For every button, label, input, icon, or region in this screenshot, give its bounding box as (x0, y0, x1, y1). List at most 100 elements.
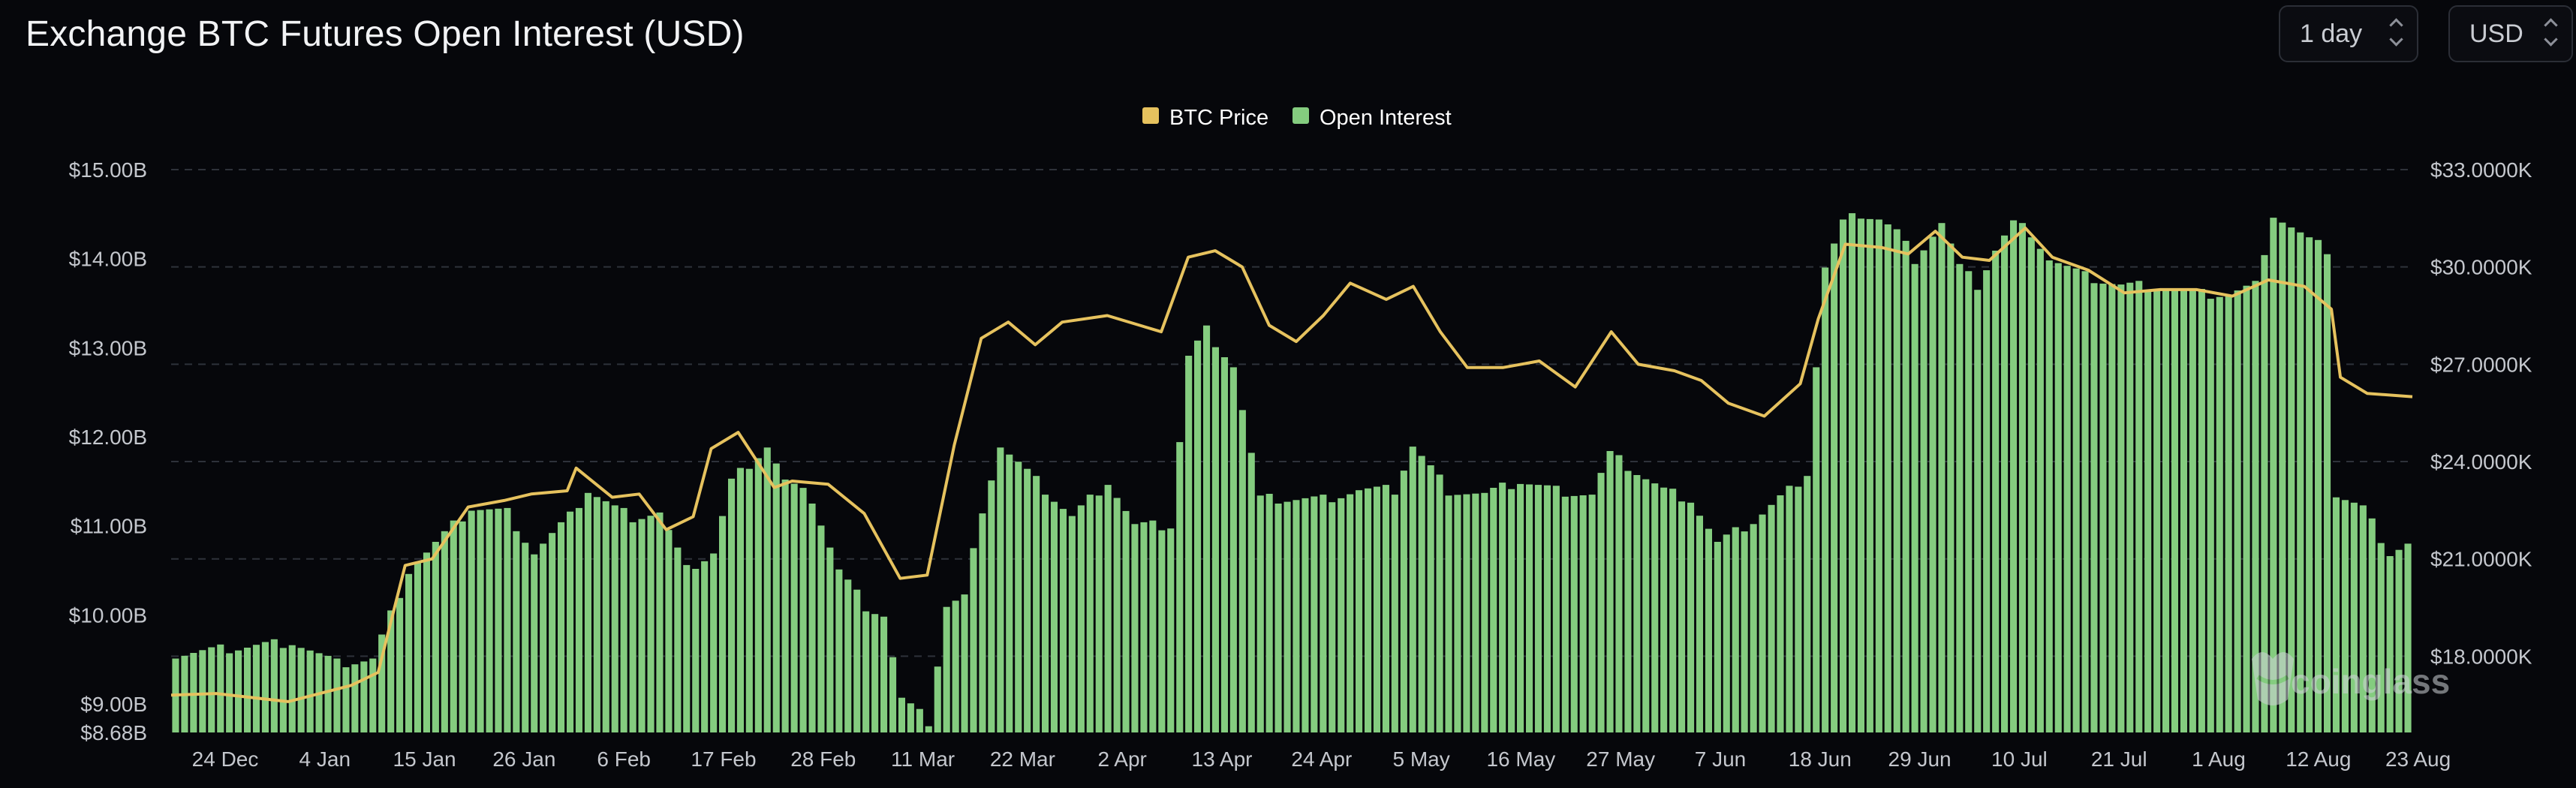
oi-bar (916, 708, 923, 732)
oi-bar (1705, 528, 1712, 732)
oi-bar (2162, 289, 2170, 733)
oi-bar (1615, 455, 1623, 732)
oi-bar (1678, 501, 1686, 732)
oi-bar (1929, 236, 1937, 732)
oi-bar (1463, 494, 1470, 732)
oi-bar (1033, 476, 1040, 732)
oi-bar (1238, 410, 1246, 732)
oi-bar (880, 616, 888, 732)
oi-bar (1965, 271, 1973, 732)
y-right-tick-label: $24.0000K (2430, 450, 2532, 474)
oi-bar (701, 561, 709, 732)
oi-bar (1651, 483, 1659, 732)
oi-bar (342, 667, 350, 732)
x-tick-label: 4 Jan (299, 747, 351, 771)
oi-bar (1543, 485, 1551, 732)
oi-bar (1857, 218, 1864, 732)
oi-bar (1804, 476, 1811, 732)
x-tick-label: 17 Feb (691, 747, 756, 771)
oi-bar (728, 478, 736, 732)
oi-bar (1687, 502, 1695, 732)
oi-bar (602, 501, 609, 732)
oi-bar (522, 543, 529, 732)
chart-legend[interactable]: BTC Price Open Interest (1142, 106, 1452, 130)
oi-bar (1445, 495, 1452, 732)
y-right-tick-label: $30.0000K (2430, 256, 2532, 279)
oi-bar (1293, 500, 1300, 732)
oi-bar (1311, 496, 1318, 732)
oi-bar (1732, 527, 1739, 732)
oi-bar (1086, 495, 1094, 732)
y-right-tick-label: $33.0000K (2430, 158, 2532, 182)
oi-bar (1866, 218, 1873, 732)
oi-bar (898, 697, 905, 732)
oi-bar (504, 507, 511, 732)
oi-bar (772, 463, 780, 732)
y-axis-left: $8.68B $9.00B $10.00B $11.00B $12.00B $13.00B… (69, 158, 147, 744)
x-tick-label: 7 Jun (1695, 747, 1747, 771)
oi-bar (1508, 489, 1515, 732)
oi-bar (1302, 498, 1309, 732)
y-left-tick-label: $10.00B (69, 603, 147, 627)
oi-bar (1831, 243, 1838, 732)
oi-bar (1499, 483, 1506, 732)
x-tick-label: 1 Aug (2192, 747, 2246, 771)
oi-bar (754, 458, 762, 732)
x-tick-label: 24 Apr (1291, 747, 1352, 771)
oi-bar (1229, 367, 1237, 732)
oi-bar (477, 510, 484, 732)
oi-bar (2288, 227, 2295, 733)
oi-bar (1365, 488, 1372, 732)
oi-bar (647, 516, 655, 732)
oi-bar (288, 645, 296, 732)
oi-bar (2144, 290, 2152, 732)
oi-bar (1068, 516, 1076, 732)
legend-label-btc-price[interactable]: BTC Price (1169, 106, 1268, 130)
oi-bar (279, 648, 287, 732)
btc-price-path (170, 226, 2413, 703)
x-tick-label: 26 Jan (492, 747, 555, 771)
currency-select[interactable]: USD (2448, 5, 2573, 62)
oi-bar (2001, 235, 2009, 732)
oi-bar (2027, 237, 2035, 732)
oi-bar (1777, 495, 1784, 732)
oi-bar (629, 522, 636, 732)
oi-bar (1911, 263, 1918, 732)
oi-bar (2045, 260, 2053, 732)
currency-select-value: USD (2469, 19, 2523, 48)
oi-bar (1077, 505, 1085, 732)
oi-bar (423, 552, 430, 732)
oi-bar (1095, 495, 1103, 732)
oi-bar (2010, 220, 2018, 733)
oi-bar (2126, 282, 2134, 732)
oi-bar (1050, 501, 1058, 732)
oi-bar (970, 548, 977, 732)
oi-bar (979, 513, 986, 732)
oi-bar (1597, 473, 1605, 732)
coinglass-watermark: coinglass (2252, 652, 2450, 705)
legend-label-open-interest[interactable]: Open Interest (1320, 106, 1452, 130)
oi-bar (2386, 556, 2394, 732)
oi-bar (1956, 263, 1964, 732)
y-left-tick-label: $14.00B (69, 248, 147, 271)
oi-bar (2234, 290, 2241, 732)
page-title: Exchange BTC Futures Open Interest (USD) (26, 14, 745, 54)
oi-bar (656, 512, 664, 732)
oi-bar (719, 516, 727, 732)
oi-bar (261, 642, 269, 732)
oi-bar (1526, 484, 1533, 732)
y-right-tick-label: $18.0000K (2430, 645, 2532, 668)
oi-bar (2332, 497, 2340, 732)
y-left-tick-label: $8.68B (80, 721, 147, 744)
oi-bar (1283, 501, 1291, 732)
period-select[interactable]: 1 day (2279, 5, 2418, 62)
oi-bar (997, 447, 1004, 732)
oi-bar (710, 553, 718, 732)
oi-bar (871, 614, 879, 732)
oi-bar (620, 507, 627, 732)
oi-bar (862, 611, 870, 732)
x-tick-label: 13 Apr (1192, 747, 1253, 771)
y-left-tick-label: $12.00B (69, 426, 147, 449)
oi-bar (889, 657, 897, 732)
oi-bar (1786, 486, 1793, 732)
